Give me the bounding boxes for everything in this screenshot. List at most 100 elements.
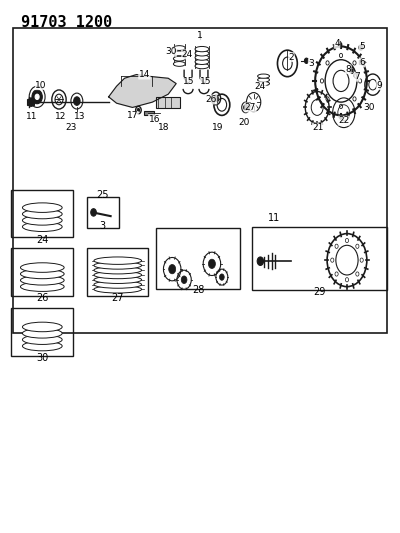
Bar bbox=[359, 60, 363, 64]
Ellipse shape bbox=[258, 82, 270, 86]
Circle shape bbox=[214, 95, 218, 102]
Text: 18: 18 bbox=[158, 123, 169, 132]
Circle shape bbox=[326, 61, 329, 65]
Text: 14: 14 bbox=[139, 70, 150, 79]
Ellipse shape bbox=[195, 63, 209, 69]
Bar bbox=[11, 248, 73, 296]
Text: 27: 27 bbox=[245, 103, 256, 112]
Polygon shape bbox=[109, 75, 176, 108]
Text: 20: 20 bbox=[239, 118, 250, 127]
Ellipse shape bbox=[94, 271, 142, 279]
Bar bbox=[13, 28, 387, 333]
Text: 19: 19 bbox=[212, 123, 224, 132]
Circle shape bbox=[356, 244, 359, 248]
Text: 6: 6 bbox=[359, 58, 365, 67]
Ellipse shape bbox=[94, 266, 142, 274]
Circle shape bbox=[340, 104, 343, 109]
Bar bbox=[156, 97, 180, 109]
Bar bbox=[11, 308, 73, 356]
Text: 21: 21 bbox=[312, 123, 324, 132]
Text: 3: 3 bbox=[308, 60, 314, 68]
Text: 4: 4 bbox=[334, 39, 340, 49]
Text: 10: 10 bbox=[35, 80, 47, 90]
Text: 27: 27 bbox=[112, 293, 124, 303]
Circle shape bbox=[360, 258, 363, 262]
Text: 24: 24 bbox=[36, 235, 48, 245]
Ellipse shape bbox=[173, 46, 185, 51]
Text: 13: 13 bbox=[74, 112, 85, 122]
Ellipse shape bbox=[94, 262, 142, 269]
Circle shape bbox=[359, 45, 363, 50]
Text: 29: 29 bbox=[313, 287, 325, 296]
Ellipse shape bbox=[258, 74, 270, 78]
Circle shape bbox=[169, 264, 176, 274]
Circle shape bbox=[335, 244, 338, 248]
Ellipse shape bbox=[22, 222, 62, 231]
Text: 23: 23 bbox=[65, 123, 76, 132]
Circle shape bbox=[320, 79, 324, 83]
Ellipse shape bbox=[173, 62, 185, 66]
Circle shape bbox=[350, 69, 353, 72]
Circle shape bbox=[220, 274, 224, 280]
Ellipse shape bbox=[22, 209, 62, 219]
Circle shape bbox=[91, 209, 96, 216]
Text: 17: 17 bbox=[127, 111, 138, 120]
Ellipse shape bbox=[22, 322, 62, 332]
Bar bbox=[87, 197, 118, 228]
Text: 7: 7 bbox=[354, 72, 360, 81]
Circle shape bbox=[335, 272, 338, 276]
Circle shape bbox=[74, 97, 80, 106]
Text: 5: 5 bbox=[359, 42, 365, 51]
Ellipse shape bbox=[22, 335, 62, 344]
Text: 30: 30 bbox=[165, 47, 177, 56]
Text: 3: 3 bbox=[100, 221, 106, 231]
Text: 28: 28 bbox=[192, 285, 204, 295]
Circle shape bbox=[315, 46, 367, 115]
Circle shape bbox=[32, 90, 42, 104]
Circle shape bbox=[356, 272, 359, 276]
Circle shape bbox=[181, 276, 187, 284]
Ellipse shape bbox=[22, 328, 62, 338]
Ellipse shape bbox=[173, 51, 185, 56]
Ellipse shape bbox=[94, 286, 142, 293]
Text: 9: 9 bbox=[377, 80, 382, 90]
Text: 11: 11 bbox=[26, 112, 38, 122]
Ellipse shape bbox=[20, 269, 64, 279]
Ellipse shape bbox=[258, 78, 270, 82]
Text: 1: 1 bbox=[197, 31, 203, 41]
Text: 8: 8 bbox=[345, 64, 351, 74]
Ellipse shape bbox=[22, 216, 62, 225]
Ellipse shape bbox=[94, 281, 142, 288]
Ellipse shape bbox=[20, 282, 64, 292]
Ellipse shape bbox=[22, 341, 62, 351]
Ellipse shape bbox=[22, 203, 62, 213]
Text: 15: 15 bbox=[183, 77, 195, 86]
Text: 30: 30 bbox=[363, 103, 374, 112]
Text: 22: 22 bbox=[338, 116, 350, 125]
Ellipse shape bbox=[173, 56, 185, 61]
Text: 15: 15 bbox=[200, 77, 212, 86]
Text: 2: 2 bbox=[288, 53, 294, 62]
Ellipse shape bbox=[195, 51, 209, 56]
Ellipse shape bbox=[195, 59, 209, 64]
Text: 91703 1200: 91703 1200 bbox=[21, 14, 112, 30]
Ellipse shape bbox=[94, 276, 142, 284]
Circle shape bbox=[353, 97, 356, 101]
Text: 25: 25 bbox=[96, 190, 109, 199]
Circle shape bbox=[338, 42, 342, 47]
Text: 11: 11 bbox=[268, 213, 280, 223]
Circle shape bbox=[326, 97, 329, 101]
Text: 30: 30 bbox=[36, 353, 48, 363]
Text: 16: 16 bbox=[148, 115, 160, 124]
Bar bbox=[11, 190, 73, 237]
Circle shape bbox=[340, 53, 343, 58]
Circle shape bbox=[345, 278, 348, 282]
Ellipse shape bbox=[94, 257, 142, 264]
Bar bbox=[156, 228, 240, 289]
Text: 26: 26 bbox=[206, 95, 217, 104]
Bar bbox=[27, 99, 34, 106]
Ellipse shape bbox=[20, 276, 64, 285]
Circle shape bbox=[304, 58, 308, 63]
Circle shape bbox=[331, 258, 334, 262]
Text: 24: 24 bbox=[182, 50, 193, 59]
